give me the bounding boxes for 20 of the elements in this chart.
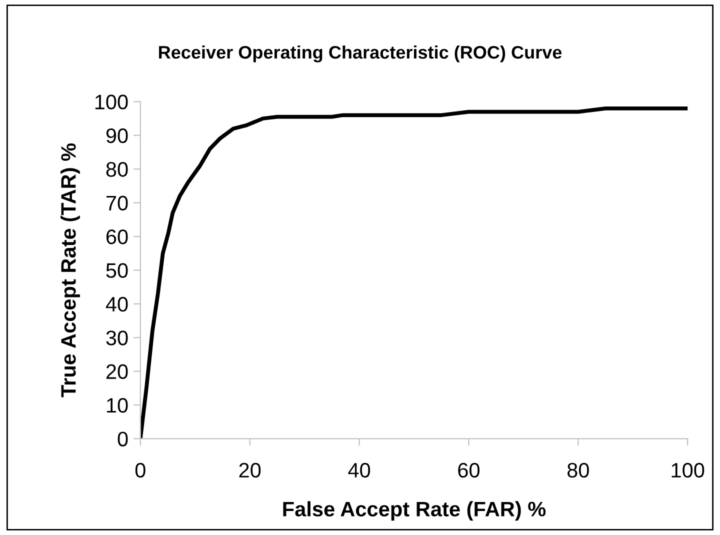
chart-title: Receiver Operating Characteristic (ROC) Curve [159, 45, 562, 62]
y-tick-label: 0 [118, 432, 128, 446]
y-axis-title: True Accept Rate (TAR) % [60, 143, 80, 398]
x-tick-label: 100 [672, 462, 704, 478]
y-tick-label: 100 [95, 94, 128, 110]
x-axis-title: False Accept Rate (FAR) % [283, 501, 546, 521]
y-tick-label: 40 [106, 296, 128, 312]
y-tick-label: 30 [106, 330, 128, 346]
y-tick-label: 90 [106, 128, 128, 144]
x-tick-label: 40 [348, 462, 370, 478]
y-tick-label: 20 [106, 364, 128, 380]
x-tick-label: 80 [567, 462, 589, 478]
y-tick-label: 80 [106, 162, 128, 177]
y-tick-label: 50 [106, 263, 128, 278]
y-tick-label: 10 [107, 398, 128, 413]
y-tick-label: 70 [106, 196, 128, 211]
x-tick-label: 60 [458, 462, 480, 478]
y-tick-label: 60 [106, 229, 128, 244]
x-tick-label: 0 [135, 462, 146, 478]
x-tick-label: 20 [239, 462, 261, 478]
